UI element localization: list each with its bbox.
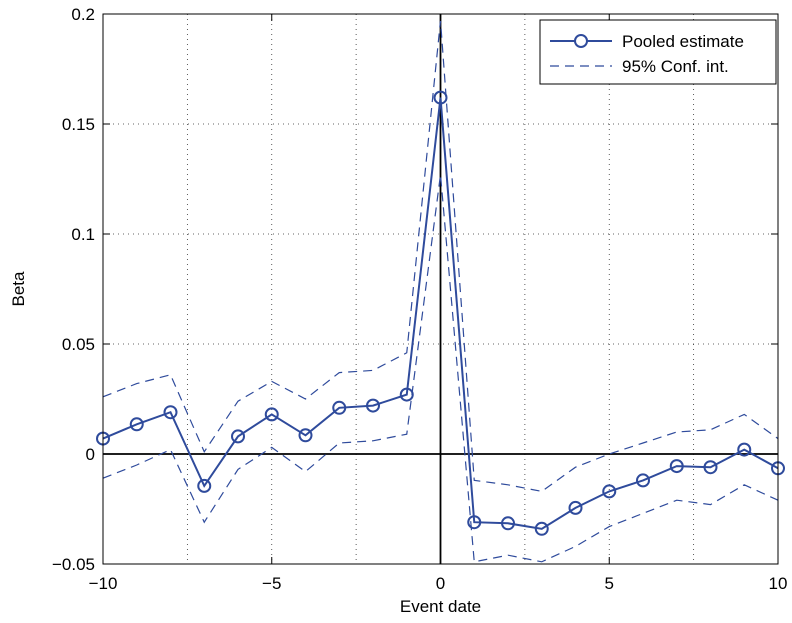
y-tick-label: 0.05 bbox=[62, 335, 95, 354]
x-tick-label: −10 bbox=[89, 574, 118, 593]
y-tick-label: 0 bbox=[86, 445, 95, 464]
legend-box bbox=[539, 19, 777, 85]
ci-lower-line bbox=[103, 174, 778, 563]
y-tick-label: 0.15 bbox=[62, 115, 95, 134]
legend: Pooled estimate 95% Conf. int. bbox=[539, 19, 777, 85]
y-tick-label: 0.2 bbox=[71, 5, 95, 24]
data-point bbox=[298, 428, 313, 443]
data-point bbox=[703, 460, 718, 475]
y-tick-label: −0.05 bbox=[52, 555, 95, 574]
data-point bbox=[399, 387, 414, 402]
data-point bbox=[264, 407, 279, 422]
pooled-estimate-series bbox=[96, 90, 785, 536]
data-point bbox=[669, 459, 684, 474]
data-point bbox=[129, 417, 144, 432]
y-axis-label: Beta bbox=[9, 271, 28, 307]
x-tick-label: 5 bbox=[605, 574, 614, 593]
data-point bbox=[501, 516, 515, 531]
data-point bbox=[197, 478, 212, 493]
ticks: −10 −5 0 5 10 −0.05 0 0.05 0.1 0.15 0.2 bbox=[52, 5, 787, 593]
data-point bbox=[433, 90, 448, 105]
data-point bbox=[366, 398, 380, 413]
data-point bbox=[163, 405, 178, 420]
data-point bbox=[231, 429, 245, 444]
data-point bbox=[636, 473, 650, 488]
legend-label-pooled-estimate: Pooled estimate bbox=[622, 32, 744, 51]
data-point bbox=[568, 500, 583, 515]
x-tick-label: 10 bbox=[769, 574, 788, 593]
data-point bbox=[467, 515, 482, 530]
data-point bbox=[534, 521, 549, 536]
x-tick-label: 0 bbox=[436, 574, 445, 593]
data-point bbox=[737, 442, 752, 457]
pooled-estimate-line bbox=[102, 97, 779, 530]
x-tick-label: −5 bbox=[262, 574, 281, 593]
data-point bbox=[332, 400, 347, 415]
legend-label-conf-int: 95% Conf. int. bbox=[622, 57, 729, 76]
legend-marker-pooled-estimate bbox=[574, 34, 588, 48]
y-tick-label: 0.1 bbox=[71, 225, 95, 244]
x-axis-label: Event date bbox=[400, 597, 481, 616]
data-point bbox=[602, 484, 617, 499]
reference-lines bbox=[103, 14, 778, 564]
